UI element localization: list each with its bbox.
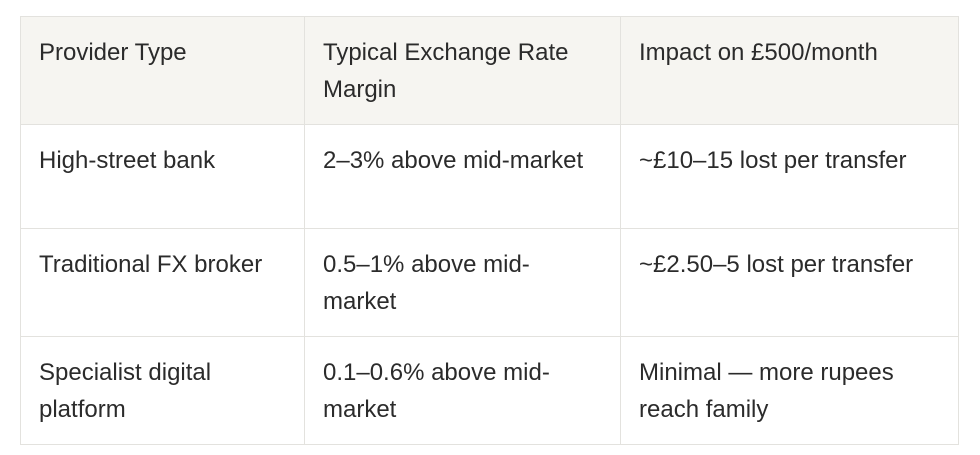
table-cell: 2–3% above mid-market	[304, 124, 621, 229]
table-cell: Minimal — more rupees reach family	[620, 336, 959, 445]
table-cell: Traditional FX broker	[20, 228, 305, 337]
comparison-table: Provider Type Typical Exchange Rate Margi…	[20, 16, 959, 445]
table-row: Traditional FX broker 0.5–1% above mid-ma…	[20, 228, 959, 337]
table-cell: ~£2.50–5 lost per transfer	[620, 228, 959, 337]
table-cell: Specialist digital platform	[20, 336, 305, 445]
header-cell: Typical Exchange Rate Margin	[304, 16, 621, 125]
header-cell: Provider Type	[20, 16, 305, 125]
table-row: Specialist digital platform 0.1–0.6% abov…	[20, 336, 959, 445]
table-cell: ~£10–15 lost per transfer	[620, 124, 959, 229]
header-cell: Impact on £500/month	[620, 16, 959, 125]
table-body: High-street bank 2–3% above mid-market ~£1…	[20, 124, 959, 445]
table-cell: High-street bank	[20, 124, 305, 229]
table-row: High-street bank 2–3% above mid-market ~£1…	[20, 124, 959, 229]
table-cell: 0.1–0.6% above mid-market	[304, 336, 621, 445]
header-row: Provider Type Typical Exchange Rate Margi…	[20, 16, 959, 125]
table-cell: 0.5–1% above mid-market	[304, 228, 621, 337]
